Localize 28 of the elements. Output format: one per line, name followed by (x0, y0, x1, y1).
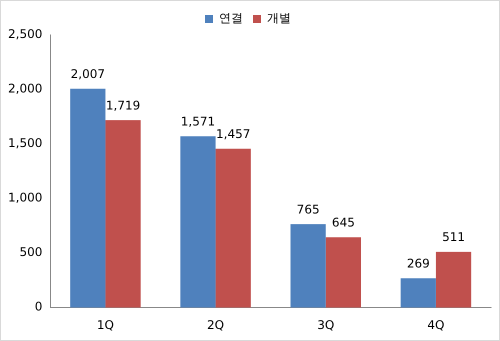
data-label: 1,571 (180, 114, 216, 128)
x-tick-label: 4Q (427, 318, 444, 332)
y-tick-label: 2,000 (8, 82, 42, 96)
bar (400, 278, 436, 308)
data-label: 765 (296, 202, 320, 216)
y-tick-label: 2,500 (8, 27, 42, 42)
bar (180, 136, 216, 308)
legend-label: 연결 (219, 11, 243, 26)
bar (290, 224, 326, 308)
data-label: 645 (332, 215, 355, 230)
data-label: 269 (406, 256, 430, 270)
bar (70, 88, 106, 308)
y-tick-label: 0 (34, 300, 42, 314)
data-label: 511 (442, 230, 465, 244)
bar (216, 148, 251, 308)
x-tick-label: 3Q (317, 318, 334, 332)
y-tick-label: 1,500 (8, 136, 42, 150)
legend-label: 개별 (267, 11, 291, 26)
x-tick-label: 2Q (207, 318, 224, 332)
data-label: 2,007 (70, 66, 105, 81)
data-label: 1,719 (106, 98, 140, 112)
bar (436, 252, 472, 308)
bar (326, 237, 362, 308)
data-label: 1,457 (216, 126, 250, 141)
x-tick-label: 1Q (96, 318, 114, 332)
bar (105, 120, 141, 308)
y-tick-label: 1,000 (8, 190, 42, 205)
y-tick-label: 500 (19, 245, 42, 260)
